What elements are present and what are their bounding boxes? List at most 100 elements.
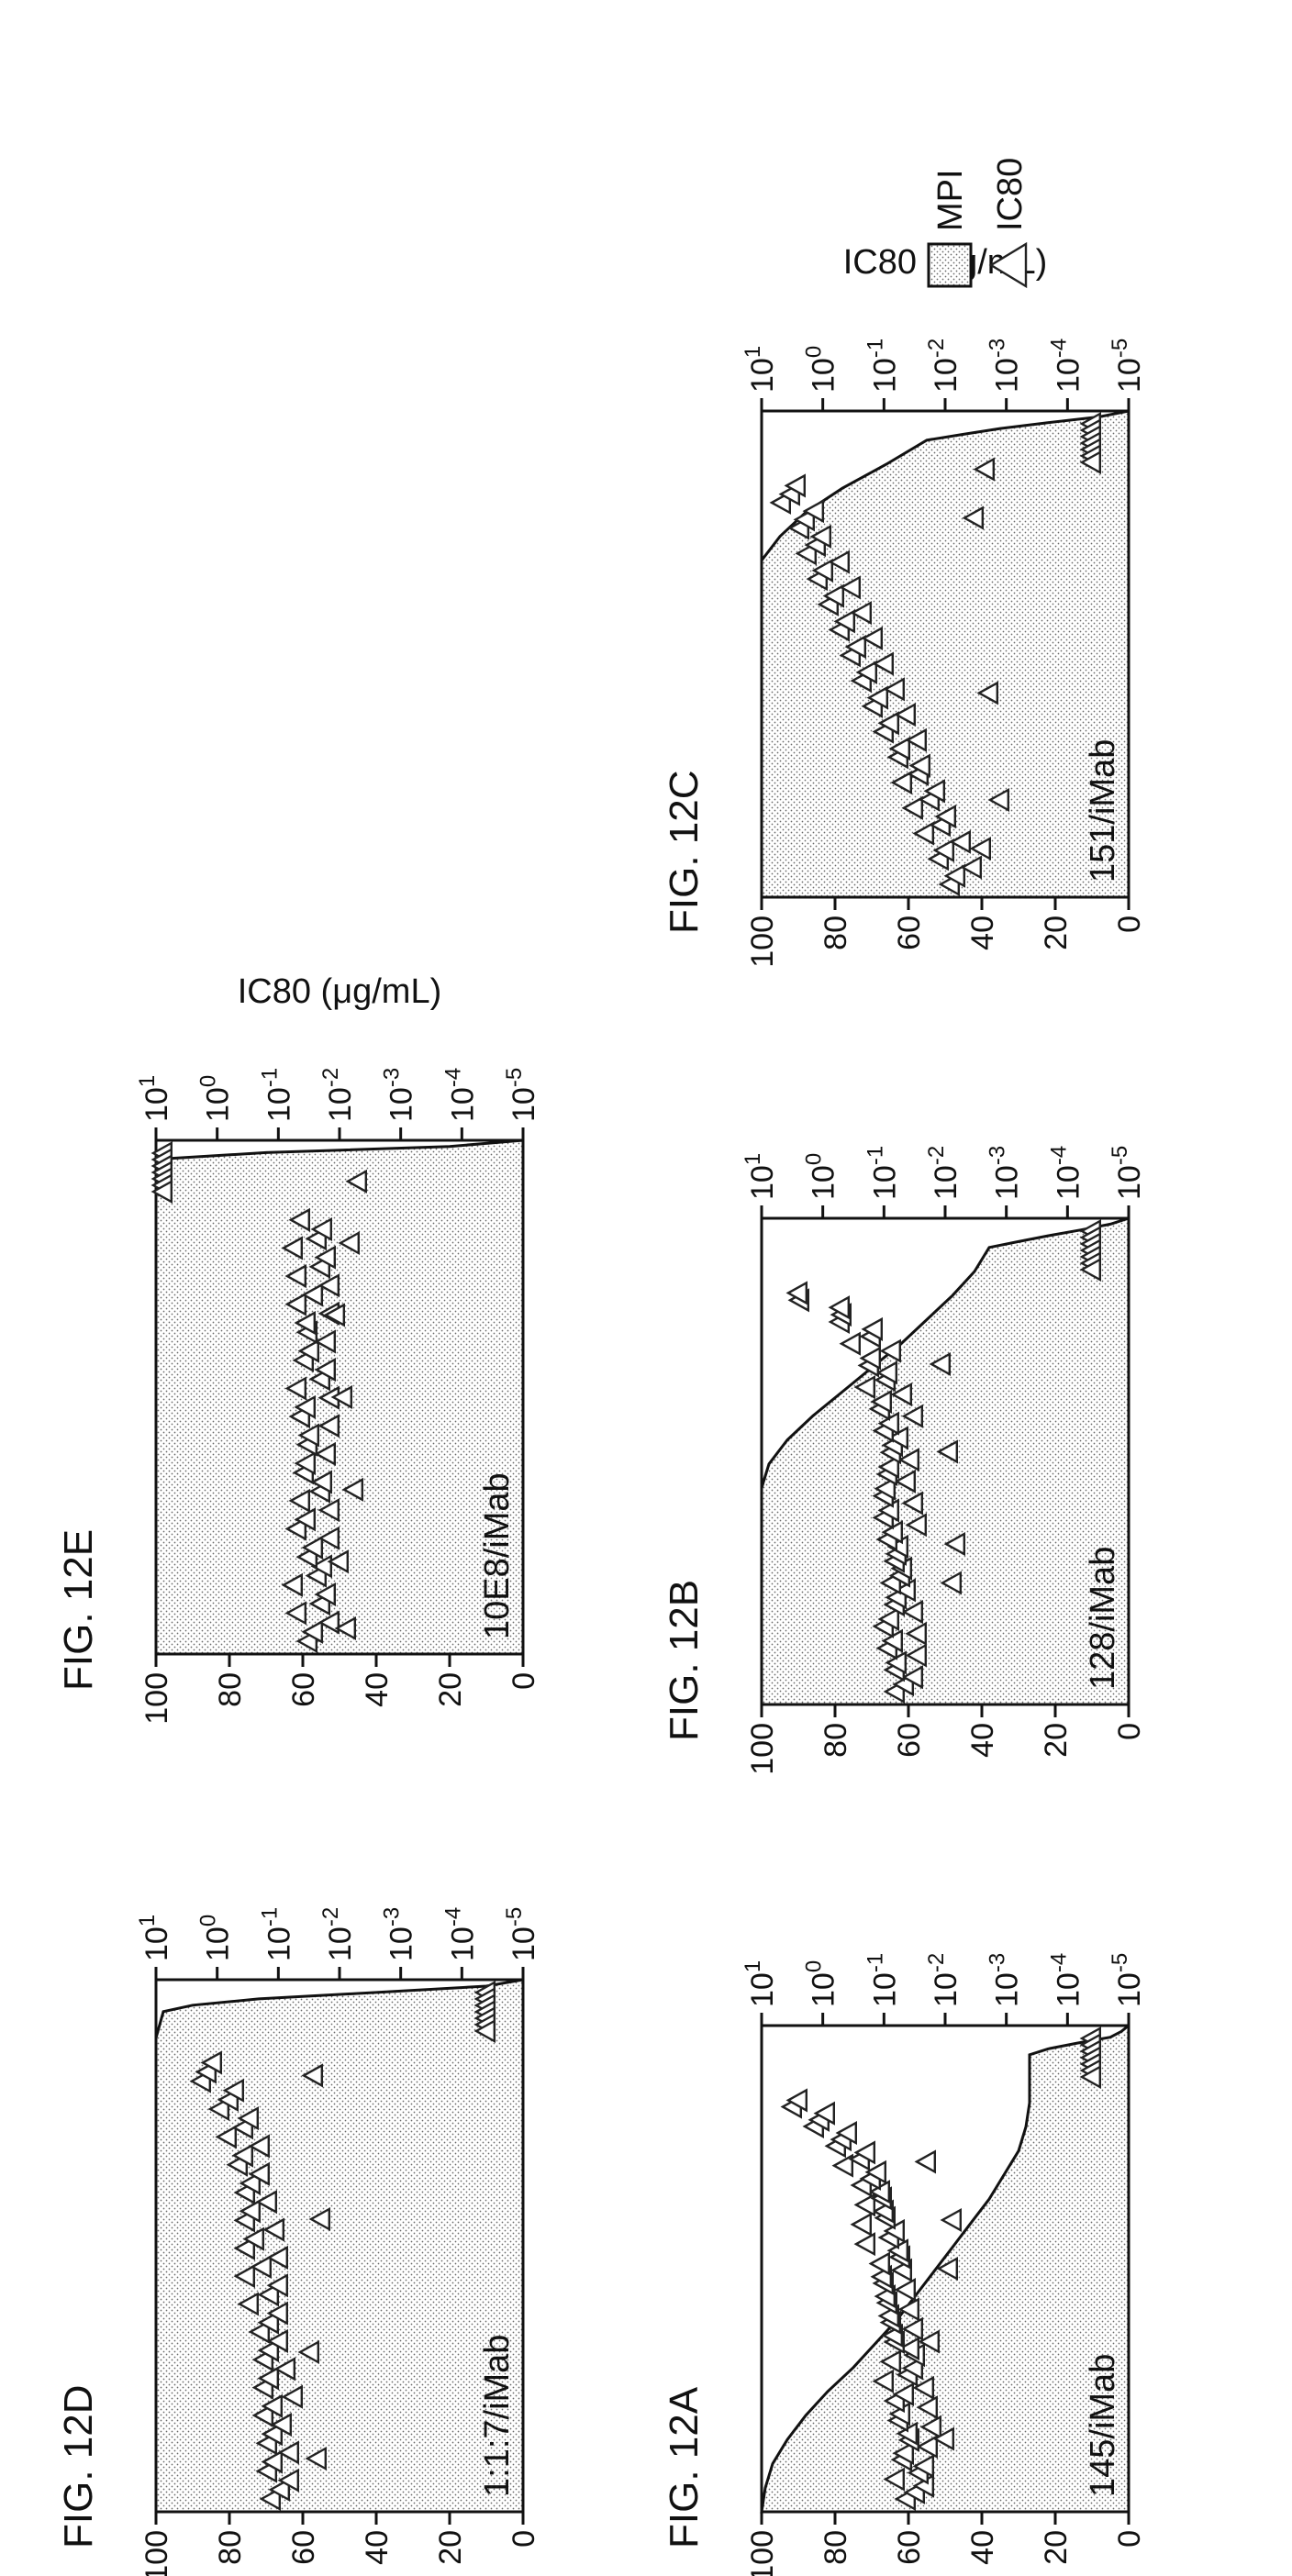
antibody-label: 10E8/iMab — [478, 1472, 517, 1639]
left-tick-label: 20 — [433, 2530, 468, 2565]
figure-label: FIG. 12C — [662, 771, 707, 935]
right-tick-label: 10-2 — [924, 1146, 963, 1200]
ic80-point — [200, 2050, 222, 2075]
ic80-point — [257, 2282, 279, 2307]
panel-5: FIG. 12E 100 80 60 40 20 0 101 100 10-1 10-2 10-3 10… — [56, 972, 541, 1725]
ic80-point — [890, 1382, 912, 1407]
legend: MPI IC80 — [927, 158, 1030, 289]
ic80-point — [936, 1439, 958, 1464]
ic80-point — [207, 2096, 229, 2122]
ic80-point — [338, 1230, 360, 1256]
right-tick-label: 101 — [741, 346, 780, 393]
ic80-point — [962, 505, 984, 530]
ic80-point — [901, 1665, 923, 1690]
ic80-point — [839, 1331, 861, 1356]
right-tick-label: 10-2 — [318, 1907, 358, 1961]
ic80-point — [874, 1476, 896, 1501]
ic80-point — [301, 1619, 323, 1644]
right-tick-label: 100 — [196, 1075, 236, 1122]
right-tick-label: 10-3 — [986, 339, 1025, 393]
ic80-point — [257, 2338, 279, 2363]
ic80-point — [284, 1376, 306, 1401]
ic80-point — [231, 2143, 253, 2168]
ic80-point — [868, 2251, 890, 2276]
ic80-point — [314, 1582, 336, 1607]
left-tick-label: 100 — [139, 2530, 174, 2576]
ic80-point — [872, 651, 894, 676]
figure-label: FIG. 12D — [56, 2385, 101, 2549]
ic80-point — [251, 2403, 273, 2427]
left-tick-label: 60 — [286, 2530, 321, 2565]
ic80-point — [901, 1600, 923, 1625]
ic80-point — [936, 2256, 958, 2282]
ic80-point — [1079, 2064, 1101, 2090]
ic80-point — [894, 2277, 916, 2303]
ic80-point — [861, 626, 883, 650]
antibody-label: 151/iMab — [1084, 739, 1122, 883]
ic80-point — [877, 1606, 899, 1632]
ic80-point — [1079, 450, 1101, 475]
ic80-point — [281, 1572, 303, 1597]
ic80-point — [317, 1498, 340, 1523]
ic80-point — [314, 1358, 336, 1382]
ic80-point — [828, 550, 850, 574]
ic80-point — [850, 601, 872, 626]
ic80-point — [828, 1295, 850, 1320]
right-tick-label: 10-5 — [1108, 339, 1147, 393]
ic80-point — [341, 1477, 363, 1502]
ic80-point — [943, 863, 965, 888]
ic80-point — [875, 1360, 897, 1385]
ic80-point — [908, 753, 930, 778]
right-tick-label: 10-3 — [380, 1068, 419, 1122]
ic80-point — [969, 836, 991, 861]
ic80-point — [914, 2149, 936, 2174]
ic80-point — [284, 1601, 306, 1626]
ic80-point — [301, 1282, 323, 1307]
ic80-point — [317, 1414, 340, 1438]
ic80-point — [940, 1571, 962, 1595]
ic80-point — [894, 1469, 916, 1493]
ic80-point — [976, 681, 998, 705]
ic80-point — [855, 660, 877, 684]
left-tick-label: 40 — [360, 1672, 395, 1707]
ic80-point — [905, 1643, 927, 1668]
ic80-point — [261, 2393, 283, 2418]
ic80-point — [809, 524, 831, 549]
ic80-point — [853, 1375, 875, 1400]
left-tick-label: 40 — [965, 1723, 1000, 1758]
antibody-label: 128/iMab — [1084, 1547, 1122, 1690]
ic80-point — [892, 2441, 914, 2466]
ic80-point — [297, 2339, 319, 2365]
ic80-point — [918, 2329, 940, 2354]
ic80-point — [277, 2468, 299, 2493]
ic80-point — [929, 1351, 951, 1377]
ic80-point — [897, 2297, 919, 2322]
ic80-point — [835, 2120, 857, 2146]
ic80-point — [284, 1263, 306, 1289]
ic80-point — [301, 1535, 323, 1560]
ic80-point — [905, 727, 927, 752]
right-tick-label: 100 — [196, 1915, 236, 1961]
left-tick-label: 40 — [360, 2530, 395, 2565]
right-tick-label: 100 — [802, 1960, 841, 2007]
legend-ic80-triangle — [988, 241, 1028, 289]
ic80-point — [919, 2415, 941, 2439]
ic80-point — [317, 1273, 340, 1298]
ic80-point — [284, 1292, 306, 1316]
ic80-point — [949, 829, 971, 854]
ic80-point — [261, 2449, 283, 2474]
ic80-point — [890, 771, 912, 795]
right-tick-label: 10-1 — [863, 339, 902, 393]
ic80-point — [288, 1488, 310, 1513]
left-tick-label: 60 — [286, 1672, 321, 1707]
right-tick-label: 10-1 — [863, 1953, 902, 2007]
right-tick-label: 10-3 — [380, 1907, 419, 1961]
right-tick-label: 10-1 — [863, 1146, 902, 1200]
ic80-point — [294, 1507, 316, 1532]
left-tick-label: 0 — [1112, 1723, 1147, 1740]
ic80-point — [294, 1451, 316, 1476]
ic80-point — [233, 2264, 255, 2289]
right-tick-label: 10-1 — [257, 1068, 296, 1122]
ic80-point — [314, 1329, 336, 1354]
